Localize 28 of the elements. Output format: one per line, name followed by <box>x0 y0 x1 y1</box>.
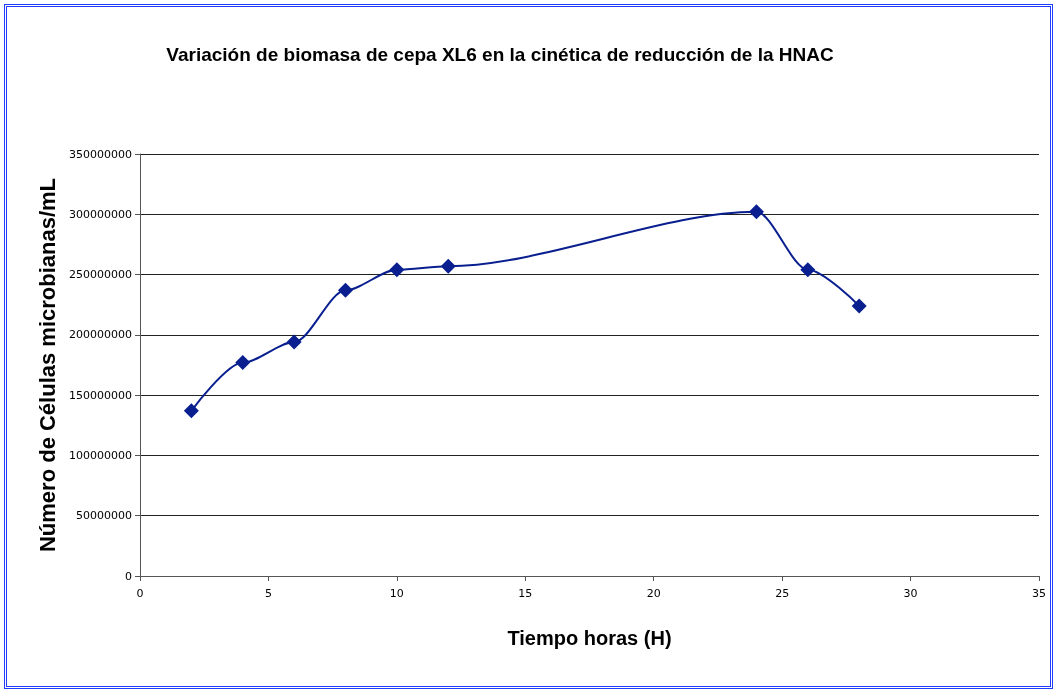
point <box>389 262 405 278</box>
x-tick-label: 35 <box>1032 587 1046 600</box>
point <box>800 262 816 278</box>
x-tick-label: 15 <box>518 587 533 600</box>
point <box>748 204 764 220</box>
y-tick-label: 0 <box>125 569 132 583</box>
point <box>851 298 867 314</box>
x-tick-label: 30 <box>903 587 918 600</box>
chart-title: Variación de biomasa de cepa XL6 en la cinética de reducción de la HNAC <box>166 44 834 65</box>
y-tick-label: 50000000 <box>76 509 132 523</box>
point <box>235 355 251 371</box>
y-tick-label: 100000000 <box>69 448 132 462</box>
y-tick-label: 250000000 <box>69 268 132 282</box>
x-tick-label: 0 <box>136 587 144 600</box>
x-tick-label: 10 <box>389 587 404 600</box>
point <box>286 334 302 350</box>
y-tick-label: 300000000 <box>69 207 132 221</box>
y-tick-label: 150000000 <box>69 388 132 402</box>
point <box>440 258 456 274</box>
y-axis-title: Número de Células microbianas/mL <box>34 177 60 553</box>
x-tick-label: 5 <box>264 587 272 600</box>
y-tick-label: 350000000 <box>69 147 132 161</box>
point <box>337 282 353 298</box>
y-tick-label: 200000000 <box>69 328 132 342</box>
x-tick-label: 25 <box>775 587 790 600</box>
point <box>183 403 199 419</box>
x-tick-label: 20 <box>646 587 661 600</box>
x-axis-title: Tiempo horas (H) <box>507 627 672 649</box>
